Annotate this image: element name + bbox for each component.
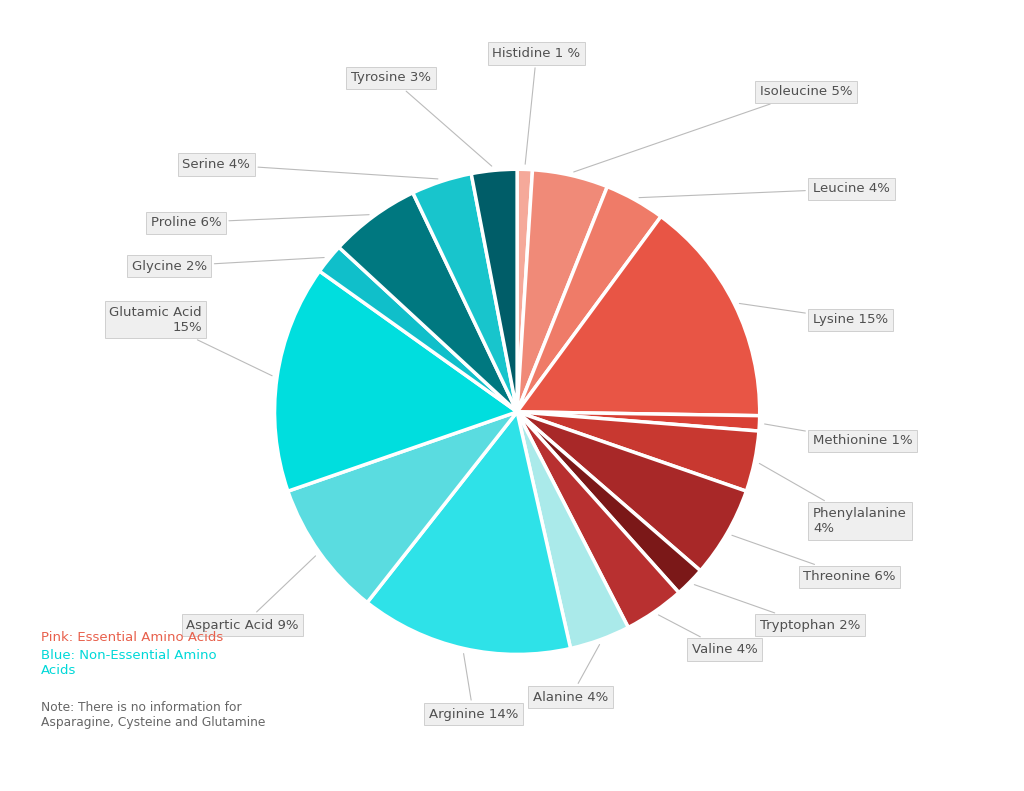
- Wedge shape: [319, 248, 517, 412]
- Text: Pink: Essential Amino Acids: Pink: Essential Amino Acids: [41, 630, 223, 644]
- Wedge shape: [471, 169, 517, 412]
- Wedge shape: [517, 217, 760, 416]
- Text: Threonine 6%: Threonine 6%: [732, 536, 896, 583]
- Wedge shape: [413, 174, 517, 412]
- Wedge shape: [274, 271, 517, 491]
- Text: Arginine 14%: Arginine 14%: [429, 653, 518, 721]
- Text: Leucine 4%: Leucine 4%: [639, 182, 890, 198]
- Wedge shape: [517, 169, 532, 412]
- Wedge shape: [339, 193, 517, 412]
- Wedge shape: [517, 412, 700, 592]
- Text: Glycine 2%: Glycine 2%: [131, 258, 325, 273]
- Text: Blue: Non-Essential Amino
Acids: Blue: Non-Essential Amino Acids: [41, 649, 217, 677]
- Text: Proline 6%: Proline 6%: [151, 214, 369, 229]
- Text: Isoleucine 5%: Isoleucine 5%: [573, 85, 852, 172]
- Text: Valine 4%: Valine 4%: [658, 615, 758, 656]
- Text: Aspartic Acid 9%: Aspartic Acid 9%: [186, 556, 315, 632]
- Wedge shape: [517, 412, 746, 570]
- Text: Serine 4%: Serine 4%: [182, 158, 438, 179]
- Text: Tyrosine 3%: Tyrosine 3%: [351, 71, 492, 166]
- Text: Phenylalanine
4%: Phenylalanine 4%: [760, 464, 907, 535]
- Wedge shape: [368, 412, 570, 654]
- Text: Methionine 1%: Methionine 1%: [765, 424, 912, 448]
- Text: Glutamic Acid
15%: Glutamic Acid 15%: [110, 305, 272, 376]
- Wedge shape: [517, 412, 760, 431]
- Text: Tryptophan 2%: Tryptophan 2%: [694, 585, 860, 632]
- Text: Histidine 1 %: Histidine 1 %: [493, 47, 581, 165]
- Wedge shape: [517, 187, 660, 412]
- Text: Note: There is no information for
Asparagine, Cysteine and Glutamine: Note: There is no information for Aspara…: [41, 701, 265, 729]
- Wedge shape: [288, 412, 517, 603]
- Wedge shape: [517, 412, 759, 491]
- Text: Alanine 4%: Alanine 4%: [532, 645, 608, 704]
- Wedge shape: [517, 412, 679, 627]
- Wedge shape: [517, 412, 629, 649]
- Text: Lysine 15%: Lysine 15%: [739, 304, 888, 326]
- Wedge shape: [517, 170, 607, 412]
